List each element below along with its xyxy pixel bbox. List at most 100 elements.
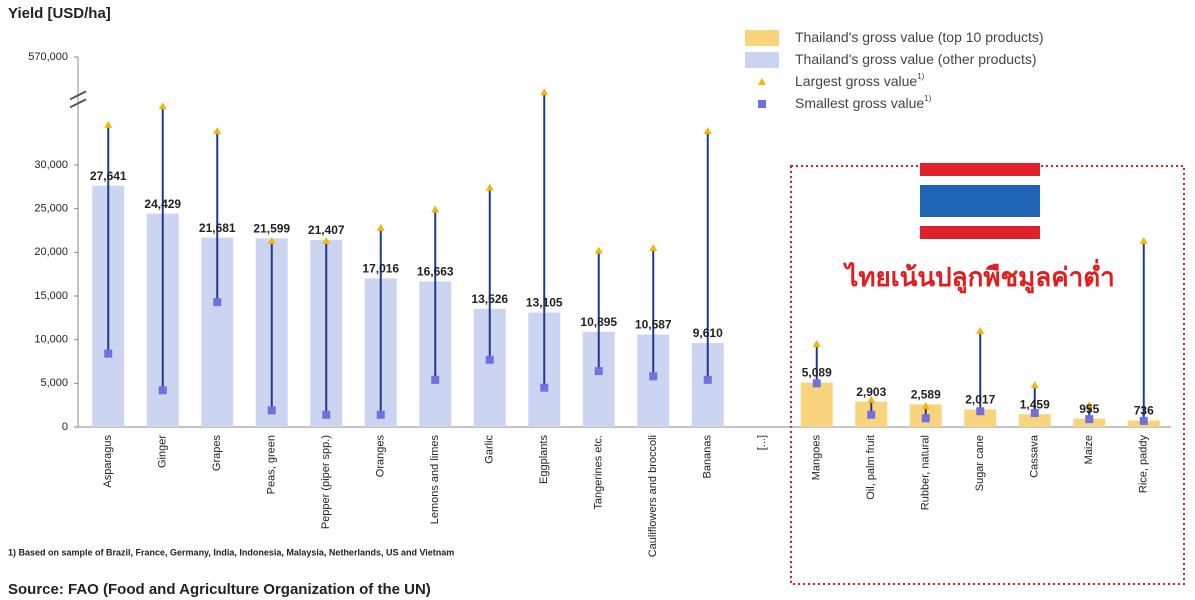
smallest-marker — [322, 411, 330, 419]
thai-flag — [920, 163, 1040, 239]
largest-marker — [704, 127, 712, 134]
largest-marker — [377, 224, 385, 231]
x-tick-label: Rubber, natural — [920, 435, 932, 510]
value-label: 13,105 — [526, 296, 563, 310]
largest-marker — [1031, 381, 1039, 388]
smallest-marker — [486, 356, 494, 364]
smallest-marker — [704, 376, 712, 384]
value-label: 21,681 — [199, 221, 236, 235]
value-label: 2,589 — [911, 388, 941, 402]
smallest-marker — [649, 372, 657, 380]
smallest-marker — [268, 406, 276, 414]
x-tick-label: Asparagus — [102, 435, 114, 488]
largest-marker — [813, 340, 821, 347]
largest-marker — [486, 184, 494, 191]
value-label: 21,599 — [253, 222, 290, 236]
x-tick-label: Cauliflowers and broccoli — [647, 435, 659, 557]
value-label: 5,089 — [802, 366, 832, 380]
value-label: 10,587 — [635, 318, 672, 332]
legend-label: Smallest gross value1) — [795, 94, 932, 111]
value-label: 1,459 — [1020, 397, 1050, 411]
smallest-marker — [377, 411, 385, 419]
largest-marker — [431, 206, 439, 213]
x-tick-label: Lemons and limes — [429, 435, 441, 525]
value-label: 10,895 — [580, 315, 617, 329]
largest-marker — [1140, 237, 1148, 244]
legend-note: 1) — [917, 72, 924, 81]
smallest-marker — [976, 407, 984, 415]
legend-label: Thailand's gross value (top 10 products) — [795, 29, 1044, 45]
x-tick-label: Eggplants — [538, 435, 550, 484]
value-label: 955 — [1079, 402, 1099, 416]
value-label: 736 — [1134, 404, 1154, 418]
x-tick-label: Garlic — [484, 435, 496, 464]
legend-label: Largest gross value1) — [795, 72, 925, 89]
legend-swatch — [745, 30, 779, 46]
value-label: 17,016 — [362, 262, 399, 276]
value-label: 2,017 — [965, 393, 995, 407]
x-tick-label: Mangoes — [811, 435, 823, 481]
smallest-marker — [867, 411, 875, 419]
smallest-marker — [813, 379, 821, 387]
bar — [801, 383, 833, 427]
x-tick-label: Bananas — [702, 435, 714, 479]
legend-note: 1) — [924, 94, 931, 103]
y-tick-label: 30,000 — [34, 159, 68, 171]
y-tick-label: 25,000 — [34, 203, 68, 215]
y-tick-label: 10,000 — [34, 334, 68, 346]
x-tick-label: Peas, green — [266, 435, 278, 494]
x-tick-label: Tangerines etc. — [593, 435, 605, 510]
value-label: 13,526 — [471, 292, 508, 306]
x-tick-label: Pepper (piper spp.) — [320, 435, 332, 529]
legend-name: Largest gross value — [795, 73, 917, 89]
smallest-marker — [595, 367, 603, 375]
x-tick-label: Rice, paddy — [1138, 435, 1150, 494]
smallest-marker — [159, 386, 167, 394]
legend-name: Thailand's gross value (top 10 products) — [795, 29, 1044, 45]
largest-marker — [104, 121, 112, 128]
x-tick-label: Oil, palm fruit — [865, 435, 877, 500]
smallest-marker — [1140, 417, 1148, 425]
legend-name: Thailand's gross value (other products) — [795, 51, 1037, 67]
legend-label: Thailand's gross value (other products) — [795, 51, 1037, 67]
chart: Yield [USD/ha] ไทยเน้นปลูกพืชมูลค่าต่ำ 1… — [0, 0, 1195, 600]
annotation: ไทยเน้นปลูกพืชมูลค่าต่ำ — [842, 258, 1114, 294]
value-label: 2,903 — [856, 385, 886, 399]
y-axis-title: Yield [USD/ha] — [8, 5, 111, 22]
legend-name: Smallest gross value — [795, 95, 924, 111]
value-label: 21,407 — [308, 223, 345, 237]
x-tick-label: Oranges — [375, 435, 387, 478]
smallest-marker — [758, 100, 766, 108]
largest-marker — [595, 247, 603, 254]
x-tick-label: [...] — [756, 435, 768, 450]
y-tick-label: 0 — [62, 421, 68, 433]
largest-marker — [976, 327, 984, 334]
value-label: 16,663 — [417, 265, 454, 279]
x-tick-label: Cassava — [1029, 434, 1041, 478]
source: Source: FAO (Food and Agriculture Organi… — [8, 581, 431, 598]
value-label: 27,641 — [90, 169, 127, 183]
value-label: 9,610 — [693, 326, 723, 340]
x-tick-label: Maize — [1083, 435, 1095, 464]
largest-marker — [758, 78, 766, 85]
y-tick-label: 15,000 — [34, 290, 68, 302]
largest-marker — [159, 102, 167, 109]
legend-swatch — [745, 52, 779, 68]
smallest-marker — [213, 298, 221, 306]
y-tick-label: 20,000 — [34, 246, 68, 258]
smallest-marker — [104, 350, 112, 358]
largest-marker — [213, 127, 221, 134]
y-tick-label: 5,000 — [40, 377, 68, 389]
smallest-marker — [431, 376, 439, 384]
value-label: 24,429 — [144, 197, 181, 211]
smallest-marker — [540, 384, 548, 392]
x-tick-label: Ginger — [157, 435, 169, 468]
smallest-marker — [922, 414, 930, 422]
largest-marker — [540, 88, 548, 95]
smallest-marker — [1085, 415, 1093, 423]
x-tick-label: Sugar cane — [974, 435, 986, 491]
x-tick-label: Grapes — [211, 435, 223, 472]
footnote: 1) Based on sample of Brazil, France, Ge… — [8, 547, 454, 557]
y-tick-label: 570,000 — [28, 51, 68, 63]
largest-marker — [649, 244, 657, 251]
